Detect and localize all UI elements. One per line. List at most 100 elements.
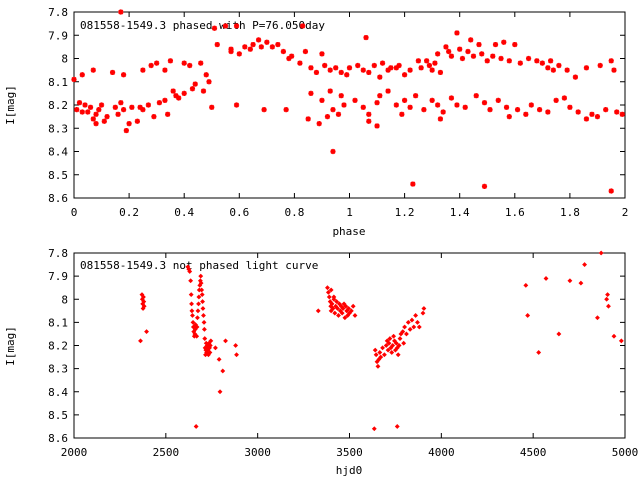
data-point [402,72,408,78]
y-tick-label: 7.9 [48,270,68,283]
data-point [506,114,512,120]
data-point [198,60,204,66]
y-tick-label: 8.4 [48,386,68,399]
data-point [194,333,200,339]
data-point [283,107,289,113]
data-point [397,336,403,341]
data-point [604,296,610,302]
data-point [346,65,353,71]
data-point [118,9,124,15]
data-point [71,76,77,83]
data-point [385,347,391,353]
data-point [258,44,264,50]
data-point [217,389,223,395]
data-point [308,65,314,71]
data-point [228,48,234,55]
data-point [371,62,377,69]
data-point [389,350,395,355]
data-point [536,350,542,355]
data-point [528,102,534,108]
data-point [328,287,334,293]
data-point [429,97,435,103]
x-tick-label: 1.6 [505,206,525,219]
data-point [196,294,202,300]
data-point [343,303,349,309]
data-point [200,306,206,311]
data-point [141,299,147,304]
data-point [561,95,567,101]
data-point [126,121,132,127]
data-point [335,306,340,311]
data-point [594,114,601,120]
data-point [597,62,603,69]
data-point [242,44,248,50]
data-point [173,93,179,99]
x-tick-label: 0.2 [119,206,139,219]
data-point [79,109,85,115]
data-point [202,336,208,341]
data-point [432,60,438,66]
data-point [426,62,432,69]
x-tick-label: 0.6 [229,206,249,219]
data-point [395,352,401,358]
data-point [402,324,408,330]
data-point [325,289,331,295]
data-point [360,67,366,73]
data-point [190,313,195,318]
data-point [556,331,562,337]
data-point [405,319,411,325]
data-point [589,111,595,117]
data-point [216,356,222,362]
data-point [393,102,399,108]
data-point [409,317,415,323]
data-point [189,301,194,307]
data-point [199,287,205,293]
data-point [459,55,466,62]
data-point [366,69,372,76]
data-point [170,88,176,94]
data-point [492,41,499,48]
data-point [201,313,206,318]
data-point [548,58,554,64]
data-point [162,67,168,73]
data-point [564,67,570,73]
data-point [498,55,504,62]
data-point [137,104,143,110]
data-point [350,303,356,309]
y-tick-label: 8 [61,53,68,66]
data-point [336,313,341,318]
data-point [411,324,417,330]
y-tick-label: 8.5 [48,169,68,182]
data-point [420,310,426,316]
data-point [211,25,218,31]
data-point [196,301,201,307]
data-point [421,306,427,311]
data-point [407,326,413,332]
data-point [144,329,149,335]
data-point [371,426,377,432]
data-point [366,118,372,124]
data-point [352,97,358,103]
data-point [373,352,379,358]
data-point [264,39,270,45]
data-point [207,350,213,355]
data-point [74,107,80,113]
data-point [440,109,446,115]
data-point [140,67,146,73]
data-point [595,315,600,321]
data-point [479,51,485,57]
x-tick-label: 2000 [61,446,88,459]
data-point [355,62,361,69]
data-point [598,250,604,256]
data-point [198,280,204,286]
data-point [578,280,584,286]
chart-title: 081558-1549.3 not phased light curve [80,259,318,272]
phased-light-curve-panel: 0 0.2 0.4 0.6 0.8 1 1.2 1.4 1.6 1.8 2 7.8 7.9 8 8.1 8.… [4,6,628,238]
data-point [233,23,240,29]
data-point [181,60,187,66]
data-point [536,107,543,113]
data-point [465,48,471,55]
data-point [377,74,383,80]
data-point [619,111,625,117]
data-point [385,88,391,94]
